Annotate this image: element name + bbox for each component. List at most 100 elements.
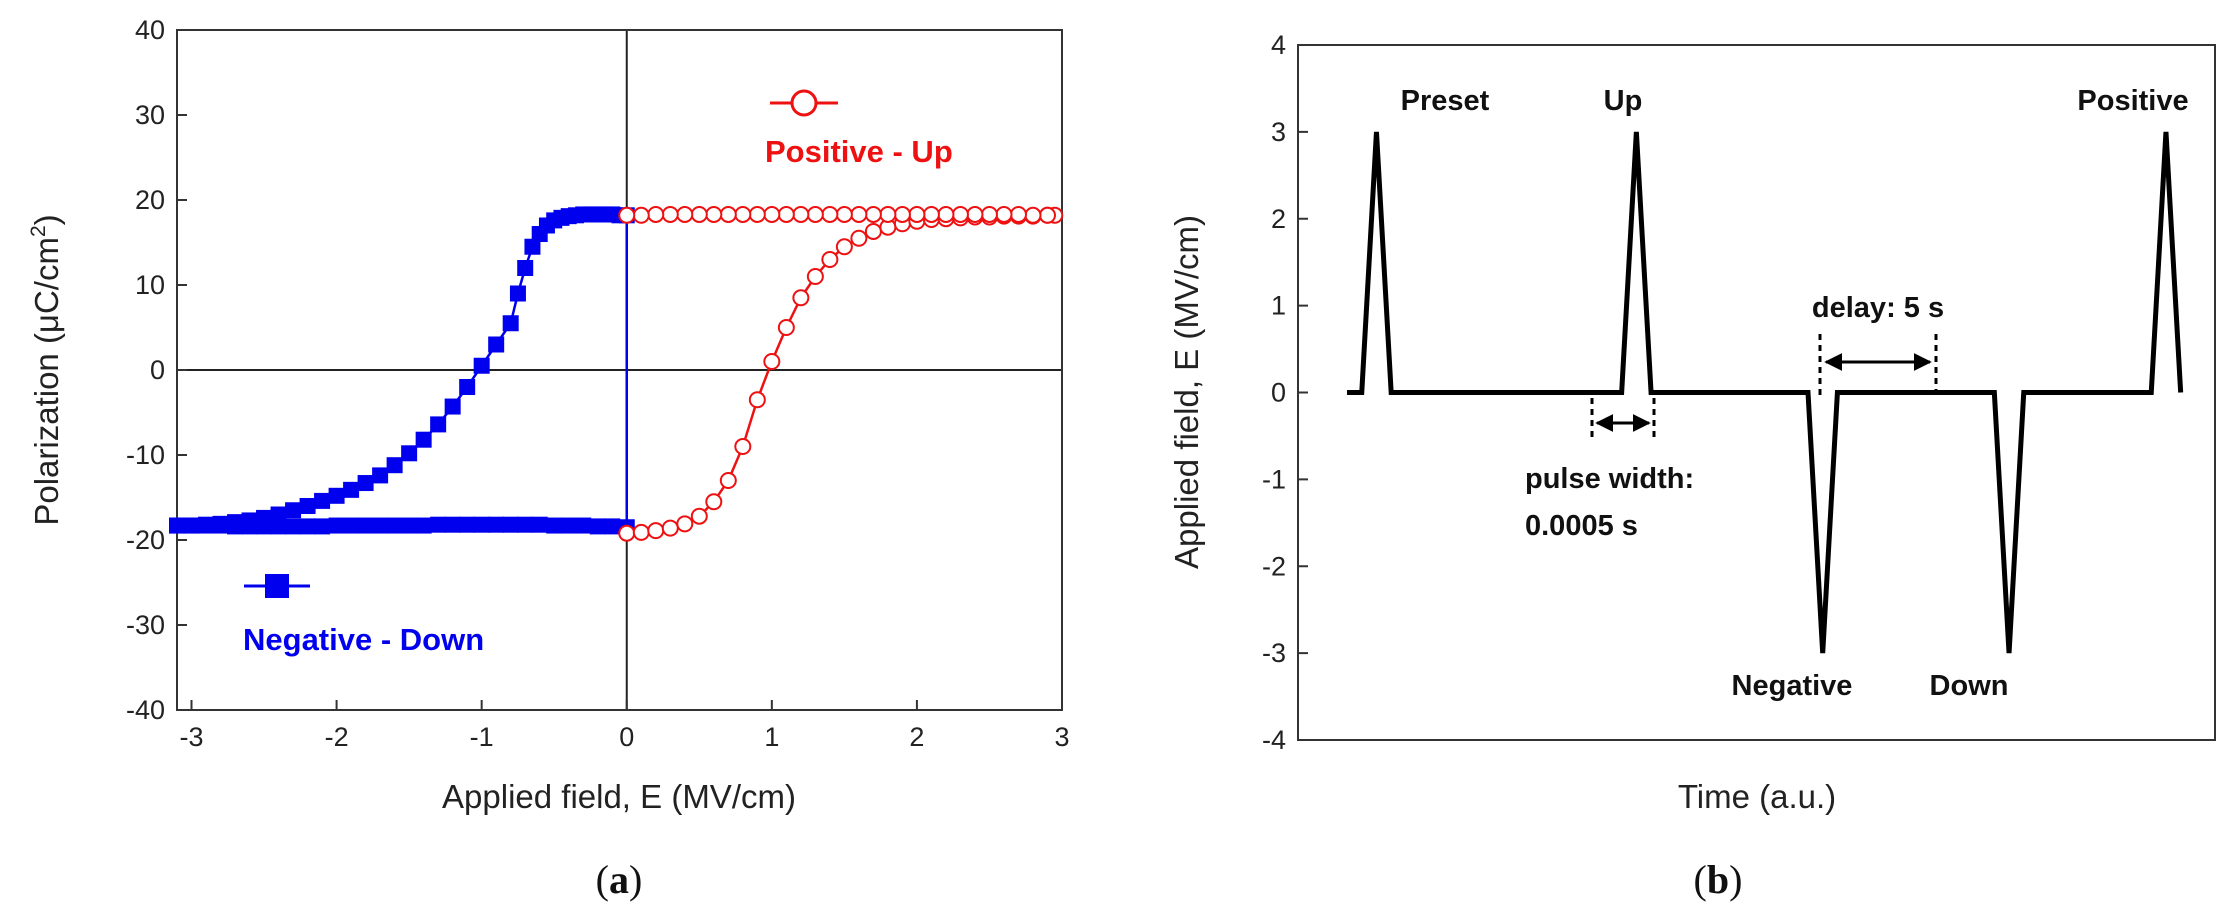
legend-positive-up-label: Positive - Up bbox=[765, 134, 953, 169]
panel-a-x-tick-label: 2 bbox=[909, 722, 924, 752]
data-point bbox=[386, 517, 403, 534]
data-point bbox=[401, 445, 418, 462]
data-point bbox=[314, 492, 331, 509]
panel-a-series bbox=[169, 205, 1064, 542]
panel-a-y-label-superscript: 2 bbox=[27, 225, 50, 237]
panel-a-x-tick-label: -2 bbox=[325, 722, 349, 752]
data-point bbox=[850, 205, 868, 223]
data-point bbox=[415, 431, 432, 448]
data-point bbox=[806, 205, 824, 223]
data-point bbox=[719, 472, 737, 489]
panel-a-y-axis-label: Polarization (μC/cm2) bbox=[27, 214, 65, 525]
data-point bbox=[386, 457, 403, 474]
data-point bbox=[183, 517, 200, 534]
data-point bbox=[430, 416, 447, 433]
legend-positive-up: Positive - Up bbox=[765, 89, 953, 169]
data-point bbox=[966, 205, 984, 223]
panel-b-y-axis-label: Applied field, E (MV/cm) bbox=[1168, 215, 1205, 569]
data-point bbox=[299, 498, 316, 514]
pulse-label-up: Up bbox=[1604, 85, 1643, 117]
pund-pulse-train bbox=[1347, 131, 2184, 654]
data-point bbox=[661, 519, 679, 537]
data-point bbox=[430, 516, 447, 533]
panel-a-x-tick-label: 0 bbox=[619, 722, 634, 752]
data-point bbox=[1024, 206, 1042, 224]
panel-a-y-tick-label: 30 bbox=[135, 100, 165, 130]
data-point bbox=[951, 205, 969, 223]
data-point bbox=[705, 205, 723, 223]
panel-a-x-tick-label: -1 bbox=[470, 722, 494, 752]
panel-a-y-tick-label: -30 bbox=[126, 610, 165, 640]
data-point bbox=[864, 222, 882, 240]
data-point bbox=[864, 205, 882, 223]
panel-b-y-tick-label: -4 bbox=[1262, 725, 1286, 755]
data-point bbox=[676, 515, 694, 533]
panel-a-y-label-main: Polarization ( bbox=[28, 333, 65, 526]
data-point bbox=[1038, 206, 1056, 224]
data-point bbox=[690, 507, 708, 525]
panel-b-y-tick-label: 1 bbox=[1271, 291, 1286, 321]
data-point bbox=[241, 518, 258, 535]
pulse-label-preset: Preset bbox=[1401, 85, 1490, 117]
panel-a-y-label-unit: C/cm bbox=[28, 237, 65, 314]
data-point bbox=[517, 260, 534, 276]
data-point bbox=[357, 475, 374, 492]
series-negative-down bbox=[169, 206, 635, 536]
data-point bbox=[285, 502, 302, 519]
data-point bbox=[401, 517, 418, 534]
data-point bbox=[328, 487, 345, 504]
panel-b-y-tick-label: 3 bbox=[1271, 117, 1286, 147]
data-point bbox=[502, 516, 519, 533]
panel-a-caption-close: ) bbox=[629, 857, 642, 902]
data-point bbox=[270, 518, 287, 535]
data-point bbox=[792, 289, 810, 307]
data-point bbox=[821, 251, 839, 268]
data-point bbox=[705, 493, 723, 511]
data-point bbox=[343, 517, 360, 534]
series-positive-up bbox=[618, 205, 1064, 542]
data-point bbox=[937, 205, 955, 223]
data-point bbox=[690, 205, 708, 223]
panel-b-x-axis-label: Time (a.u.) bbox=[1678, 778, 1836, 815]
panel-a-y-label-close: ) bbox=[28, 214, 65, 225]
panel-b-y-tick-label: -2 bbox=[1262, 551, 1286, 581]
data-point bbox=[893, 205, 911, 223]
data-point bbox=[198, 517, 215, 534]
data-point bbox=[459, 516, 476, 533]
data-point bbox=[546, 517, 563, 534]
data-point bbox=[328, 517, 345, 534]
data-point bbox=[806, 268, 824, 285]
data-point bbox=[632, 206, 650, 224]
data-point bbox=[661, 205, 679, 223]
panel-b-y-tick-label: -1 bbox=[1262, 464, 1286, 494]
data-point bbox=[632, 523, 650, 541]
panel-a-y-tick-label: 0 bbox=[150, 355, 165, 385]
data-point bbox=[777, 319, 795, 336]
panel-a-x-tick-label: -3 bbox=[180, 722, 204, 752]
data-point bbox=[748, 391, 766, 409]
panel-a-y-tick-label: -10 bbox=[126, 440, 165, 470]
data-point bbox=[980, 205, 998, 223]
data-point bbox=[357, 517, 374, 534]
data-point bbox=[835, 205, 853, 223]
panel-a-y-tick-label: 10 bbox=[135, 270, 165, 300]
panel-a-y-tick-label: 40 bbox=[135, 15, 165, 45]
data-point bbox=[734, 438, 752, 455]
data-point bbox=[922, 205, 940, 223]
panel-b-y-tick-label: 4 bbox=[1271, 30, 1286, 60]
panel-a-y-label-mu: μ bbox=[28, 314, 65, 333]
data-point bbox=[821, 205, 839, 223]
data-point bbox=[777, 205, 795, 223]
data-point bbox=[763, 205, 781, 223]
panel-b-ticks: -4 -3 -2 -1 0 1 2 3 4 bbox=[1262, 30, 1308, 755]
panel-b-caption: (b) bbox=[1694, 857, 1743, 902]
data-point bbox=[227, 518, 244, 535]
panel-a-caption-open: ( bbox=[596, 857, 609, 902]
data-point bbox=[473, 357, 490, 374]
panel-b-caption-letter: b bbox=[1707, 857, 1729, 902]
panel-b-y-tick-label: 0 bbox=[1271, 378, 1286, 408]
legend-negative-down: Negative - Down bbox=[243, 574, 484, 657]
data-point bbox=[647, 205, 665, 223]
